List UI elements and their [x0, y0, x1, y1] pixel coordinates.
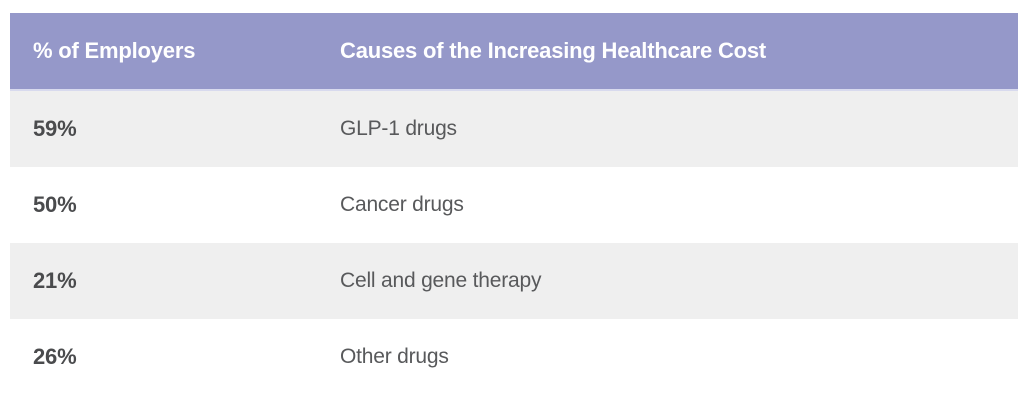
- header-col-causes: Causes of the Increasing Healthcare Cost: [340, 38, 767, 63]
- cause-cell: Other drugs: [340, 345, 449, 368]
- table-header-row: % of Employers Causes of the Increasing …: [10, 13, 1018, 91]
- table-row: 59% GLP-1 drugs: [10, 91, 1018, 167]
- percent-cell: 26%: [33, 344, 77, 369]
- healthcare-cost-table: % of Employers Causes of the Increasing …: [10, 13, 1018, 395]
- table-row: 26% Other drugs: [10, 319, 1018, 395]
- percent-cell: 21%: [33, 268, 77, 293]
- percent-cell: 50%: [33, 192, 77, 217]
- cause-cell: GLP-1 drugs: [340, 117, 457, 140]
- table-row: 21% Cell and gene therapy: [10, 243, 1018, 319]
- percent-cell: 59%: [33, 116, 77, 141]
- table-row: 50% Cancer drugs: [10, 167, 1018, 243]
- cause-cell: Cell and gene therapy: [340, 269, 542, 292]
- cause-cell: Cancer drugs: [340, 193, 464, 216]
- header-col-percent-of-employers: % of Employers: [33, 38, 196, 63]
